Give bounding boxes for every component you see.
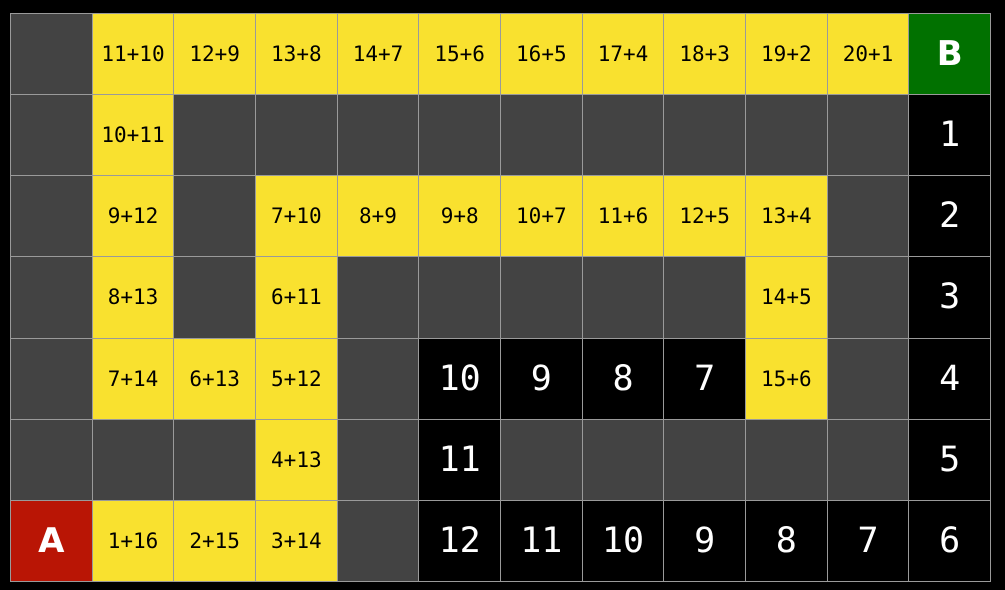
wall-cell [174, 419, 255, 500]
explored-cell: 11+6 [582, 176, 664, 257]
wall-cell [419, 95, 500, 176]
wall-cell [500, 257, 582, 338]
wall-cell [664, 95, 745, 176]
explored-cell: 9+8 [419, 176, 500, 257]
wall-cell [582, 95, 664, 176]
explored-cell: 3+14 [255, 500, 337, 581]
explored-cell: 13+8 [255, 14, 337, 95]
explored-cell: 18+3 [664, 14, 745, 95]
distance-cell: 5 [909, 419, 990, 500]
wall-cell [827, 419, 909, 500]
explored-cell: 10+11 [92, 95, 174, 176]
explored-cell: 5+12 [255, 338, 337, 419]
wall-cell [419, 257, 500, 338]
distance-cell: 7 [664, 338, 745, 419]
wall-cell [174, 95, 255, 176]
distance-cell: 10 [419, 338, 500, 419]
wall-cell [827, 95, 909, 176]
wall-cell [11, 419, 92, 500]
explored-cell: 12+5 [664, 176, 745, 257]
wall-cell [827, 257, 909, 338]
wall-cell [337, 500, 419, 581]
wall-cell [255, 95, 337, 176]
explored-cell: 15+6 [419, 14, 500, 95]
explored-cell: 8+13 [92, 257, 174, 338]
explored-cell: 12+9 [174, 14, 255, 95]
goal-cell-b: B [909, 14, 990, 95]
wall-cell [174, 257, 255, 338]
wall-cell [827, 176, 909, 257]
explored-cell: 6+11 [255, 257, 337, 338]
distance-cell: 9 [500, 338, 582, 419]
explored-cell: 9+12 [92, 176, 174, 257]
wall-cell [337, 257, 419, 338]
wall-cell [745, 419, 827, 500]
wall-cell [11, 338, 92, 419]
explored-cell: 4+13 [255, 419, 337, 500]
distance-cell: 3 [909, 257, 990, 338]
wall-cell [582, 419, 664, 500]
explored-cell: 14+7 [337, 14, 419, 95]
explored-cell: 6+13 [174, 338, 255, 419]
wall-cell [174, 176, 255, 257]
explored-cell: 7+10 [255, 176, 337, 257]
wall-cell [664, 257, 745, 338]
wall-cell [500, 419, 582, 500]
wall-cell [11, 95, 92, 176]
explored-cell: 1+16 [92, 500, 174, 581]
explored-cell: 20+1 [827, 14, 909, 95]
wall-cell [337, 95, 419, 176]
wall-cell [11, 176, 92, 257]
wall-cell [664, 419, 745, 500]
distance-cell: 7 [827, 500, 909, 581]
distance-cell: 8 [582, 338, 664, 419]
distance-cell: 11 [419, 419, 500, 500]
explored-cell: 7+14 [92, 338, 174, 419]
explored-cell: 13+4 [745, 176, 827, 257]
explored-cell: 17+4 [582, 14, 664, 95]
start-cell-a: A [11, 500, 92, 581]
wall-cell [11, 14, 92, 95]
wall-cell [92, 419, 174, 500]
explored-cell: 11+10 [92, 14, 174, 95]
distance-cell: 10 [582, 500, 664, 581]
wall-cell [827, 338, 909, 419]
distance-cell: 2 [909, 176, 990, 257]
wall-cell [337, 338, 419, 419]
wall-cell [582, 257, 664, 338]
wall-cell [337, 419, 419, 500]
distance-cell: 1 [909, 95, 990, 176]
distance-cell: 11 [500, 500, 582, 581]
distance-cell: 4 [909, 338, 990, 419]
wall-cell [11, 257, 92, 338]
distance-cell: 6 [909, 500, 990, 581]
explored-cell: 10+7 [500, 176, 582, 257]
explored-cell: 19+2 [745, 14, 827, 95]
explored-cell: 15+6 [745, 338, 827, 419]
explored-cell: 2+15 [174, 500, 255, 581]
wall-cell [500, 95, 582, 176]
explored-cell: 14+5 [745, 257, 827, 338]
distance-cell: 12 [419, 500, 500, 581]
explored-cell: 16+5 [500, 14, 582, 95]
distance-cell: 8 [745, 500, 827, 581]
maze-grid: 11+10 12+9 13+8 14+7 15+6 16+5 17+4 18+3 19+2 20+… [10, 13, 991, 582]
distance-cell: 9 [664, 500, 745, 581]
explored-cell: 8+9 [337, 176, 419, 257]
wall-cell [745, 95, 827, 176]
